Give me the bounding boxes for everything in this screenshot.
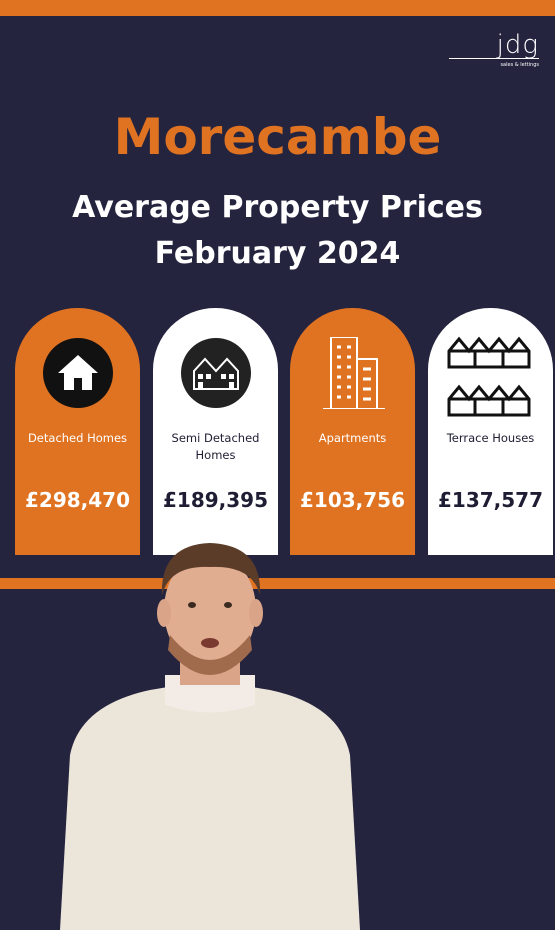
card-icon bbox=[317, 336, 389, 410]
logo-tagline: sales & lettings bbox=[500, 62, 539, 68]
price-card: Semi Detached Homes £189,395 bbox=[153, 308, 278, 555]
card-icon bbox=[42, 337, 114, 409]
price-card: Terrace Houses £137,577 bbox=[428, 308, 553, 555]
card-label: Detached Homes bbox=[27, 431, 128, 445]
card-price: £189,395 bbox=[162, 488, 268, 512]
logo: jdg sales & lettings bbox=[449, 30, 539, 68]
icon bbox=[447, 336, 531, 417]
price-card: Detached Homes £298,470 bbox=[15, 308, 140, 555]
divider-bar bbox=[0, 578, 555, 589]
date: February 2024 bbox=[154, 236, 401, 271]
price-card: Apartments £103,756 bbox=[290, 308, 415, 555]
logo-mark: jdg bbox=[496, 30, 539, 60]
card-label: Terrace Houses bbox=[446, 431, 535, 445]
icon bbox=[43, 338, 113, 408]
presenter bbox=[60, 543, 360, 930]
card-price: £298,470 bbox=[24, 488, 130, 512]
icon bbox=[323, 336, 385, 410]
card-label: Semi Detached Homes bbox=[171, 431, 260, 462]
card-icon bbox=[180, 337, 252, 409]
top-bar bbox=[0, 0, 555, 16]
icon bbox=[181, 338, 251, 408]
card-icon bbox=[447, 336, 531, 417]
card-price: £137,577 bbox=[437, 488, 543, 512]
card-price: £103,756 bbox=[299, 488, 405, 512]
card-label: Apartments bbox=[318, 431, 387, 445]
title: Morecambe bbox=[113, 108, 442, 166]
subtitle: Average Property Prices bbox=[72, 190, 483, 225]
